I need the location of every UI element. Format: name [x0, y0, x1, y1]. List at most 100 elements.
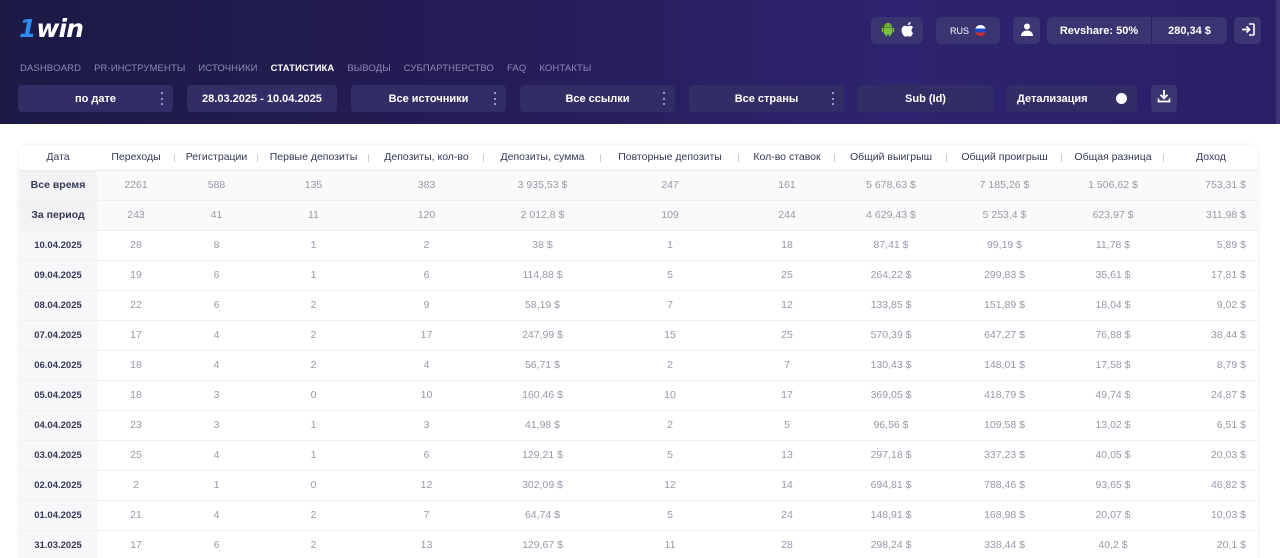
table-cell: 40,05 $	[1062, 440, 1164, 471]
table-cell: 18	[97, 380, 175, 411]
table-row: 02.04.2025 2 1 0 12 302,09 $12 14 694,81 $788,4…	[19, 470, 1258, 501]
table-cell: 4 629,43 $	[835, 200, 947, 231]
column-separator	[483, 154, 484, 162]
android-icon[interactable]	[881, 22, 895, 40]
table-cell: 5	[601, 260, 739, 291]
sub-id-select[interactable]: Sub (Id)	[857, 85, 994, 112]
app-download-pill[interactable]	[871, 17, 923, 44]
column-header[interactable]: Первые депозиты	[258, 145, 369, 171]
table-cell: 1	[258, 440, 369, 471]
table-cell: 64,74 $	[484, 500, 601, 531]
nav-item-4[interactable]: ВЫВОДЫ	[347, 63, 391, 74]
logout-button[interactable]	[1234, 17, 1261, 44]
table-cell: 12	[369, 470, 484, 501]
table-cell: 28	[97, 230, 175, 261]
table-cell: 17	[369, 320, 484, 351]
table-cell: 7	[739, 350, 835, 381]
balance-badge[interactable]: 280,34 $	[1152, 17, 1227, 44]
column-header[interactable]: Повторные депозиты	[601, 145, 739, 171]
table-cell: 10	[369, 380, 484, 411]
table-cell: 109,58 $	[947, 410, 1062, 441]
table-cell: 133,85 $	[835, 290, 947, 321]
table-cell: 3	[175, 380, 258, 411]
nav-item-7[interactable]: КОНТАКТЫ	[539, 63, 592, 74]
column-header[interactable]: Кол-во ставок	[739, 145, 835, 171]
table-cell: 302,09 $	[484, 470, 601, 501]
language-selector[interactable]: RUS	[936, 17, 1000, 44]
table-cell: 56,71 $	[484, 350, 601, 381]
row-date: 09.04.2025	[19, 260, 97, 291]
scrollbar[interactable]	[1276, 0, 1280, 124]
apple-icon[interactable]	[901, 21, 914, 40]
column-header-label: Регистрации	[185, 151, 248, 164]
row-date: 05.04.2025	[19, 380, 97, 411]
logout-icon	[1241, 22, 1255, 39]
table-cell: 41	[175, 200, 258, 231]
nav-item-6[interactable]: FAQ	[507, 63, 527, 74]
column-header[interactable]: Депозиты, сумма	[484, 145, 601, 171]
column-header[interactable]: Доход	[1164, 145, 1258, 171]
nav-item-1[interactable]: PR-ИНСТРУМЕНТЫ	[94, 63, 186, 74]
countries-select[interactable]: Все страны	[689, 85, 844, 112]
column-separator	[174, 154, 175, 162]
table-cell: 6,51 $	[1164, 410, 1258, 441]
table-cell: 17,58 $	[1062, 350, 1164, 381]
column-header-label: Общая разница	[1074, 151, 1152, 164]
nav-item-0[interactable]: DASHBOARD	[20, 63, 82, 74]
nav-item-5[interactable]: СУБПАРТНЕРСТВО	[403, 63, 495, 74]
table-cell: 4	[175, 440, 258, 471]
table-cell: 5	[601, 500, 739, 531]
table-cell: 25	[739, 320, 835, 351]
column-separator	[1061, 154, 1062, 162]
table-cell: 13,02 $	[1062, 410, 1164, 441]
column-header[interactable]: Общая разница	[1062, 145, 1164, 171]
date-range-picker[interactable]: 28.03.2025 - 10.04.2025	[187, 85, 337, 112]
profile-button[interactable]	[1013, 17, 1040, 44]
column-header[interactable]: Депозиты, кол-во	[369, 145, 484, 171]
table-cell: 4	[175, 500, 258, 531]
table-cell: 58,19 $	[484, 290, 601, 321]
top-controls: RUS Revshare: 50% 280,34 $	[0, 17, 1280, 45]
row-date: 04.04.2025	[19, 410, 97, 441]
table-cell: 247	[601, 170, 739, 201]
column-header[interactable]: Общий выигрыш	[835, 145, 947, 171]
table-cell: 2	[258, 290, 369, 321]
column-header[interactable]: Дата	[19, 145, 97, 171]
table-cell: 10,03 $	[1164, 500, 1258, 531]
header: 1 win DASHBOARD PR-ИНСТРУМЕНТЫ ИСТОЧНИКИ СТА…	[0, 0, 1280, 124]
row-date: 31.03.2025	[19, 530, 97, 558]
table-row: 31.03.2025 17 6 2 13 129,67 $11 28 298,24 $338,…	[19, 530, 1258, 558]
table-row: 08.04.2025 22 6 2 9 58,19 $7 12 133,85 $151,89 …	[19, 290, 1258, 321]
table-cell: 4	[369, 350, 484, 381]
links-select[interactable]: Все ссылки	[520, 85, 675, 112]
table-row: 06.04.2025 18 4 2 4 56,71 $2 7 130,43 $148,01 $…	[19, 350, 1258, 381]
table-cell: 418,79 $	[947, 380, 1062, 411]
table-cell: 4	[175, 350, 258, 381]
group-by-select[interactable]: по дате	[18, 85, 173, 112]
row-date: 10.04.2025	[19, 230, 97, 261]
row-date: Все время	[19, 170, 97, 201]
detail-toggle[interactable]: Детализация	[1007, 85, 1137, 112]
sources-select[interactable]: Все источники	[351, 85, 506, 112]
toggle-knob[interactable]	[1116, 93, 1127, 104]
nav-item-2[interactable]: ИСТОЧНИКИ	[198, 63, 258, 74]
table-cell: 41,98 $	[484, 410, 601, 441]
column-separator	[946, 154, 947, 162]
table-cell: 1	[258, 230, 369, 261]
table-cell: 38,44 $	[1164, 320, 1258, 351]
kebab-icon	[663, 92, 666, 105]
table-cell: 0	[258, 470, 369, 501]
column-header[interactable]: Регистрации	[175, 145, 258, 171]
brand-logo[interactable]: 1 win	[19, 13, 84, 43]
column-header[interactable]: Общий проигрыш	[947, 145, 1062, 171]
table-cell: 21	[97, 500, 175, 531]
column-header[interactable]: Переходы	[97, 145, 175, 171]
nav-item-3[interactable]: СТАТИСТИКА	[270, 63, 335, 74]
table-cell: 2	[601, 350, 739, 381]
table-row: Все время 2261 588 135 383 3 935,53 $247 161 5 …	[19, 170, 1258, 201]
table-cell: 17	[97, 320, 175, 351]
download-button[interactable]	[1151, 85, 1177, 112]
table-row: 09.04.2025 19 6 1 6 114,88 $5 25 264,22 $299,83…	[19, 260, 1258, 291]
table-cell: 8	[175, 230, 258, 261]
table-row: 01.04.2025 21 4 2 7 64,74 $5 24 148,91 $168,98 …	[19, 500, 1258, 531]
